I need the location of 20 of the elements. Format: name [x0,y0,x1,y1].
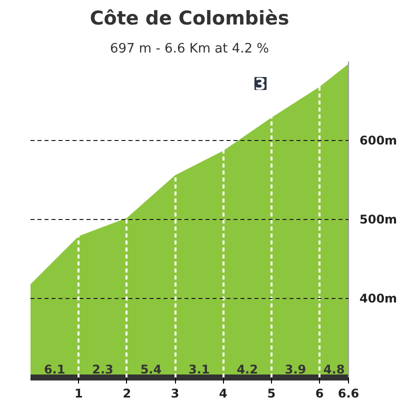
y-tick-label: 500m [360,212,398,226]
y-tick-label: 400m [360,292,398,306]
x-tick-label: 6 [315,386,324,400]
x-tick-label: 2 [122,386,132,400]
annotation: 3.9 [284,362,306,376]
annotation: 3.1 [188,362,210,376]
chart-title: Côte de Colombiès [90,8,290,30]
chart-subtitle: 697 m - 6.6 Km at 4.2 % [110,42,270,56]
annotation: 2.3 [92,362,114,376]
x-tick-label: 1 [74,386,83,400]
annotation: 6.1 [44,362,66,376]
annotation: 4.8 [323,362,345,376]
y-tick-label: 600m [360,134,398,148]
x-tick-label: 4 [219,386,228,400]
annotation: 5.4 [140,362,162,376]
x-tick-label: 5 [267,386,276,400]
x-tick-label: 6.6 [338,386,360,400]
x-tick-label: 3 [170,386,180,400]
annotation: 4.2 [236,362,258,376]
annotation: 3 [254,74,266,94]
